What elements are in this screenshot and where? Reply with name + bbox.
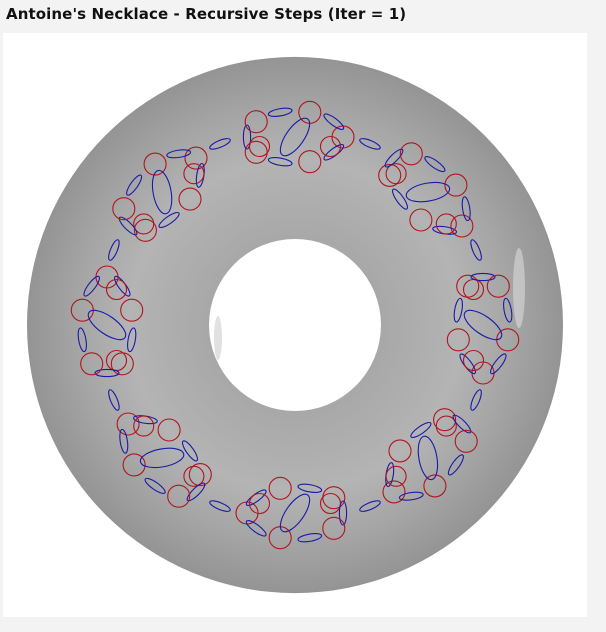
red-ring [433, 408, 457, 432]
blue-ring [470, 389, 482, 411]
blue-ring [94, 368, 120, 378]
blue-ring [338, 500, 348, 526]
red-ring [462, 349, 485, 372]
link-ring [417, 435, 439, 481]
red-ring [184, 146, 208, 170]
blue-ring [359, 138, 381, 150]
blue-ring [118, 216, 138, 236]
red-ring [409, 208, 433, 232]
blue-ring [186, 482, 206, 502]
red-ring [157, 418, 181, 442]
red-ring [268, 476, 292, 500]
red-ring [486, 274, 510, 298]
red-ring [112, 197, 136, 221]
red-ring [423, 474, 447, 498]
red-ring [322, 516, 346, 540]
solid-torus [26, 56, 564, 594]
link-ring [139, 447, 185, 469]
link-ring [405, 181, 451, 203]
blue-ring [297, 483, 323, 493]
red-ring [188, 463, 212, 487]
red-ring [120, 298, 144, 322]
link-ring [463, 309, 503, 341]
blue-ring [384, 148, 404, 168]
blue-ring [398, 491, 424, 501]
red-ring [456, 274, 480, 298]
blue-ring [323, 113, 345, 130]
blue-ring [209, 500, 231, 512]
torus-body [26, 56, 564, 594]
necklace-rings [70, 100, 520, 550]
blue-ring [126, 174, 143, 196]
blue-ring [267, 107, 293, 117]
red-ring [80, 352, 104, 376]
blue-ring [391, 188, 409, 210]
red-ring [322, 486, 346, 510]
red-ring [435, 213, 457, 235]
red-ring [122, 453, 146, 477]
red-ring [454, 429, 478, 453]
blue-ring [410, 421, 432, 439]
red-ring [183, 163, 205, 185]
blue-ring [490, 353, 507, 375]
figure-title: Antoine's Necklace - Recursive Steps (It… [6, 5, 407, 23]
red-ring [244, 110, 268, 134]
blue-ring [470, 272, 496, 282]
red-ring [444, 173, 468, 197]
blue-ring [119, 428, 129, 454]
red-ring [105, 278, 128, 301]
red-ring [143, 152, 167, 176]
blue-ring [452, 414, 472, 434]
red-ring [298, 150, 322, 174]
blue-ring [447, 454, 464, 476]
blue-ring [297, 533, 323, 543]
blue-ring [503, 297, 513, 323]
blue-ring [158, 211, 180, 229]
blue-ring [83, 275, 100, 297]
link-ring [279, 493, 311, 533]
link-ring [87, 309, 127, 341]
torus-highlight-right [513, 248, 525, 328]
blue-ring [424, 156, 446, 173]
blue-ring [267, 157, 293, 167]
red-ring [450, 214, 474, 238]
red-ring [167, 484, 191, 508]
figure-canvas [3, 33, 587, 617]
link-ring [279, 117, 311, 157]
antoine-necklace-diagram [26, 56, 564, 594]
torus-highlight-left [214, 316, 222, 360]
blue-ring [242, 124, 252, 150]
red-ring [248, 135, 271, 158]
red-ring [116, 412, 140, 436]
red-ring [388, 439, 412, 463]
red-ring [248, 492, 271, 515]
red-ring [382, 480, 406, 504]
blue-ring [470, 239, 482, 261]
link-ring [151, 169, 173, 215]
blue-ring [127, 327, 137, 353]
red-ring [446, 328, 470, 352]
blue-ring [166, 149, 192, 159]
red-ring [399, 142, 423, 166]
blue-ring [245, 520, 267, 537]
blue-ring [181, 440, 199, 462]
red-ring [319, 135, 342, 158]
blue-ring [209, 138, 231, 150]
red-ring [110, 352, 134, 376]
blue-ring [77, 327, 87, 353]
blue-ring [359, 500, 381, 512]
blue-ring [461, 196, 471, 222]
red-ring [378, 163, 402, 187]
red-ring [133, 415, 155, 437]
blue-ring [144, 477, 166, 494]
blue-ring [453, 297, 463, 323]
blue-ring [108, 239, 120, 261]
red-ring [133, 218, 157, 242]
red-ring [178, 187, 202, 211]
blue-ring [108, 389, 120, 411]
red-ring [385, 465, 407, 487]
